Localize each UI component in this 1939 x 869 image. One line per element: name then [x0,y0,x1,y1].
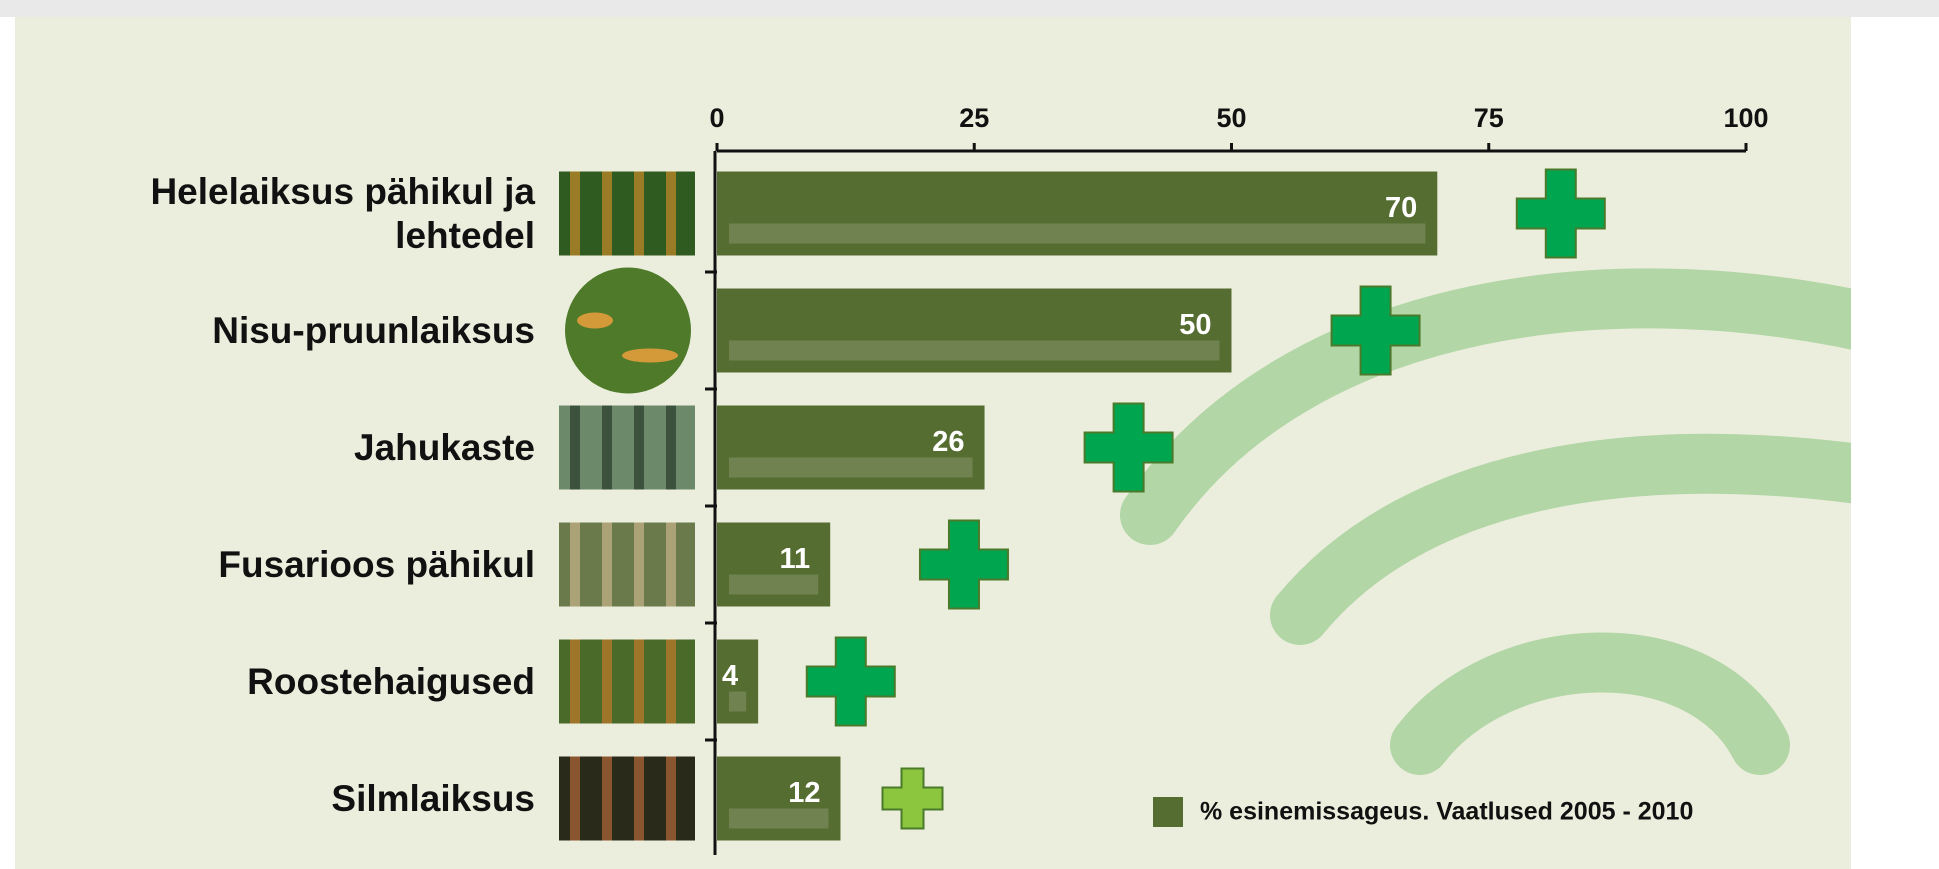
legend-label: % esinemissageus. Vaatlused 2005 - 2010 [1200,798,1693,826]
disease-image-stripe [666,523,676,607]
bar-highlight [729,224,1425,244]
disease-image-stripe [634,757,644,841]
bar-highlight [729,809,828,829]
disease-image-spot [577,313,613,329]
data-label: 50 [1179,309,1211,341]
category-label: Fusarioos pähikul [65,515,535,615]
x-tick-label: 25 [959,103,989,133]
page: 0 25 50 75 100 70 50 26 11 4 12 % esinemissageus. V… [0,0,1939,869]
category-label: Jahukaste [65,398,535,498]
disease-image-stripe [602,523,612,607]
bar-highlight [729,458,973,478]
x-tick-label: 100 [1723,103,1768,133]
category-label: Roostehaigused [65,632,535,732]
data-label: 11 [780,543,811,575]
disease-image-stripe [666,406,676,490]
x-tick-label: 75 [1474,103,1504,133]
disease-image-stripe [602,640,612,724]
disease-image-stripe [570,523,580,607]
legend-swatch [1153,797,1183,827]
category-label: Helelaiksus pähikul ja lehtedel [65,164,535,264]
data-label: 4 [722,660,738,692]
disease-image-stripe [602,172,612,256]
disease-image-stripe [570,640,580,724]
disease-image-stripe [634,640,644,724]
data-label: 26 [932,426,964,458]
disease-image-stripe [634,406,644,490]
data-label: 12 [788,777,820,809]
disease-image-stripe [602,757,612,841]
x-tick-label: 50 [1216,103,1246,133]
disease-image [565,268,691,394]
top-strip [0,0,1939,17]
disease-image-stripe [666,757,676,841]
category-label: Nisu-pruunlaiksus [65,281,535,381]
bar-highlight [729,341,1220,361]
right-margin [1851,17,1939,869]
disease-image-stripe [634,172,644,256]
disease-image-stripe [570,757,580,841]
disease-image-spot [622,349,678,363]
x-tick-label: 0 [709,103,724,133]
disease-image-stripe [666,172,676,256]
disease-image-stripe [570,172,580,256]
data-label: 70 [1385,192,1417,224]
disease-image-stripe [570,406,580,490]
bar-highlight [729,575,818,595]
bar-highlight [729,692,746,712]
disease-image-stripe [666,640,676,724]
disease-image-stripe [602,406,612,490]
category-label: Silmlaiksus [65,749,535,849]
disease-image-stripe [634,523,644,607]
